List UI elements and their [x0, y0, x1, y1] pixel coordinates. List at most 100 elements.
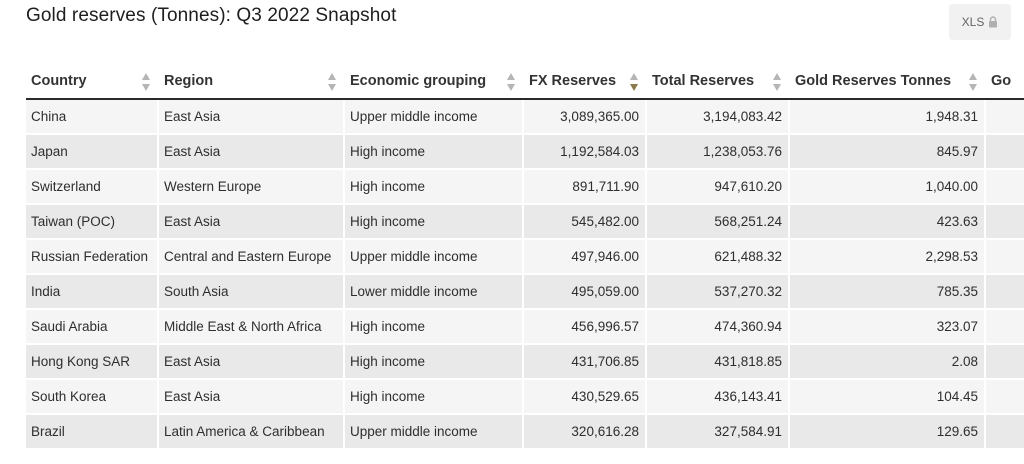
table-row: Switzerland Western Europe High income 891,…	[26, 169, 1024, 205]
table-cell-country: China	[26, 99, 159, 135]
column-header-label: Economic grouping	[350, 73, 487, 89]
page-title: Gold reserves (Tonnes): Q3 2022 Snapshot	[26, 5, 397, 26]
export-xls-button[interactable]: XLS	[949, 4, 1011, 40]
table-cell-country: India	[26, 274, 159, 310]
sort-icon[interactable]	[507, 73, 516, 91]
table-cell-country: Taiwan (POC)	[26, 204, 159, 240]
table-cell-total-reserves: 431,818.85	[646, 344, 790, 380]
table-row: Saudi Arabia Middle East & North Africa Hi…	[26, 309, 1024, 345]
column-header-total-reserves[interactable]: Total Reserves	[646, 64, 790, 100]
table-cell-fx-reserves: 3,089,365.00	[523, 99, 647, 135]
table-cell-total-reserves: 568,251.24	[646, 204, 790, 240]
table-cell-total-reserves: 3,194,083.42	[646, 99, 790, 135]
table-cell-region: Middle East & North Africa	[158, 309, 345, 345]
table-cell-region: South Asia	[158, 274, 345, 310]
reserves-table: Country Region Economic grouping FX Rese…	[26, 64, 1024, 450]
column-header-label: Region	[164, 73, 214, 89]
table-cell-region: East Asia	[158, 99, 345, 135]
table-cell-region: East Asia	[158, 344, 345, 380]
table-cell-gold-reserves: 104.45	[789, 379, 986, 415]
reserves-table-container[interactable]: Country Region Economic grouping FX Rese…	[26, 64, 1024, 464]
column-header-region[interactable]: Region	[158, 64, 345, 100]
table-cell-fx-reserves: 891,711.90	[523, 169, 647, 205]
column-header-label: Total Reserves	[652, 73, 755, 89]
table-row: South Korea East Asia High income 430,529.6…	[26, 379, 1024, 415]
table-cell-country: Japan	[26, 134, 159, 170]
table-cell-country: Brazil	[26, 414, 159, 450]
table-cell-gold-reserves: 129.65	[789, 414, 986, 450]
table-row: Brazil Latin America & Caribbean Upper mid…	[26, 414, 1024, 450]
table-cell-economic-grouping: Upper middle income	[344, 239, 524, 275]
table-cell-country: Russian Federation	[26, 239, 159, 275]
column-header-economic-grouping[interactable]: Economic grouping	[344, 64, 524, 100]
table-cell-fx-reserves: 430,529.65	[523, 379, 647, 415]
table-cell-region: Central and Eastern Europe	[158, 239, 345, 275]
table-cell-fx-reserves: 495,059.00	[523, 274, 647, 310]
table-row: Russian Federation Central and Eastern Eu…	[26, 239, 1024, 275]
table-cell-fx-reserves: 1,192,584.03	[523, 134, 647, 170]
table-row: Japan East Asia High income 1,192,584.03 1,2…	[26, 134, 1024, 170]
table-cell-economic-grouping: High income	[344, 344, 524, 380]
table-cell-gold-reserves: 2.08	[789, 344, 986, 380]
table-cell-economic-grouping: Lower middle income	[344, 274, 524, 310]
table-cell-country: South Korea	[26, 379, 159, 415]
table-cell-total-reserves: 537,270.32	[646, 274, 790, 310]
table-cell-gold-reserves: 2,298.53	[789, 239, 986, 275]
table-cell-economic-grouping: High income	[344, 379, 524, 415]
table-cell-region: Western Europe	[158, 169, 345, 205]
table-cell-truncated	[985, 204, 1024, 240]
lock-icon	[989, 16, 998, 28]
table-cell-region: East Asia	[158, 204, 345, 240]
table-cell-fx-reserves: 431,706.85	[523, 344, 647, 380]
table-cell-economic-grouping: High income	[344, 169, 524, 205]
table-header-row: Country Region Economic grouping FX Rese…	[26, 64, 1024, 100]
table-row: India South Asia Lower middle income 495,05…	[26, 274, 1024, 310]
column-header-label: FX Reserves	[529, 73, 617, 89]
table-cell-region: East Asia	[158, 379, 345, 415]
table-cell-economic-grouping: Upper middle income	[344, 414, 524, 450]
table-cell-total-reserves: 621,488.32	[646, 239, 790, 275]
table-cell-truncated	[985, 169, 1024, 205]
table-row: Taiwan (POC) East Asia High income 545,482.…	[26, 204, 1024, 240]
column-header-country[interactable]: Country	[26, 64, 159, 100]
table-cell-region: Latin America & Caribbean	[158, 414, 345, 450]
table-cell-country: Switzerland	[26, 169, 159, 205]
table-cell-economic-grouping: Upper middle income	[344, 99, 524, 135]
table-cell-truncated	[985, 309, 1024, 345]
sort-icon[interactable]	[142, 73, 151, 91]
table-cell-economic-grouping: High income	[344, 134, 524, 170]
sort-icon[interactable]	[328, 73, 337, 91]
table-cell-truncated	[985, 239, 1024, 275]
table-cell-economic-grouping: High income	[344, 309, 524, 345]
table-row: Hong Kong SAR East Asia High income 431,706…	[26, 344, 1024, 380]
table-cell-total-reserves: 1,238,053.76	[646, 134, 790, 170]
table-cell-truncated	[985, 274, 1024, 310]
table-cell-economic-grouping: High income	[344, 204, 524, 240]
column-header-truncated[interactable]: Go	[985, 64, 1024, 100]
export-xls-label: XLS	[961, 15, 985, 29]
sort-icon[interactable]	[969, 73, 978, 91]
column-header-gold-reserves-tonnes[interactable]: Gold Reserves Tonnes	[789, 64, 986, 100]
sort-descending-icon[interactable]	[630, 73, 639, 91]
table-cell-country: Hong Kong SAR	[26, 344, 159, 380]
table-cell-gold-reserves: 323.07	[789, 309, 986, 345]
column-header-label: Country	[31, 73, 87, 89]
table-cell-total-reserves: 947,610.20	[646, 169, 790, 205]
table-cell-gold-reserves: 1,040.00	[789, 169, 986, 205]
table-cell-fx-reserves: 497,946.00	[523, 239, 647, 275]
table-cell-gold-reserves: 845.97	[789, 134, 986, 170]
column-header-label: Go	[991, 73, 1012, 89]
table-cell-total-reserves: 327,584.91	[646, 414, 790, 450]
table-cell-truncated	[985, 379, 1024, 415]
table-cell-truncated	[985, 99, 1024, 135]
sort-icon[interactable]	[773, 73, 782, 91]
table-cell-gold-reserves: 423.63	[789, 204, 986, 240]
table-cell-fx-reserves: 456,996.57	[523, 309, 647, 345]
table-row: China East Asia Upper middle income 3,089,3…	[26, 99, 1024, 135]
table-cell-total-reserves: 436,143.41	[646, 379, 790, 415]
table-cell-country: Saudi Arabia	[26, 309, 159, 345]
table-cell-total-reserves: 474,360.94	[646, 309, 790, 345]
table-cell-gold-reserves: 1,948.31	[789, 99, 986, 135]
column-header-fx-reserves[interactable]: FX Reserves	[523, 64, 647, 100]
table-cell-fx-reserves: 320,616.28	[523, 414, 647, 450]
